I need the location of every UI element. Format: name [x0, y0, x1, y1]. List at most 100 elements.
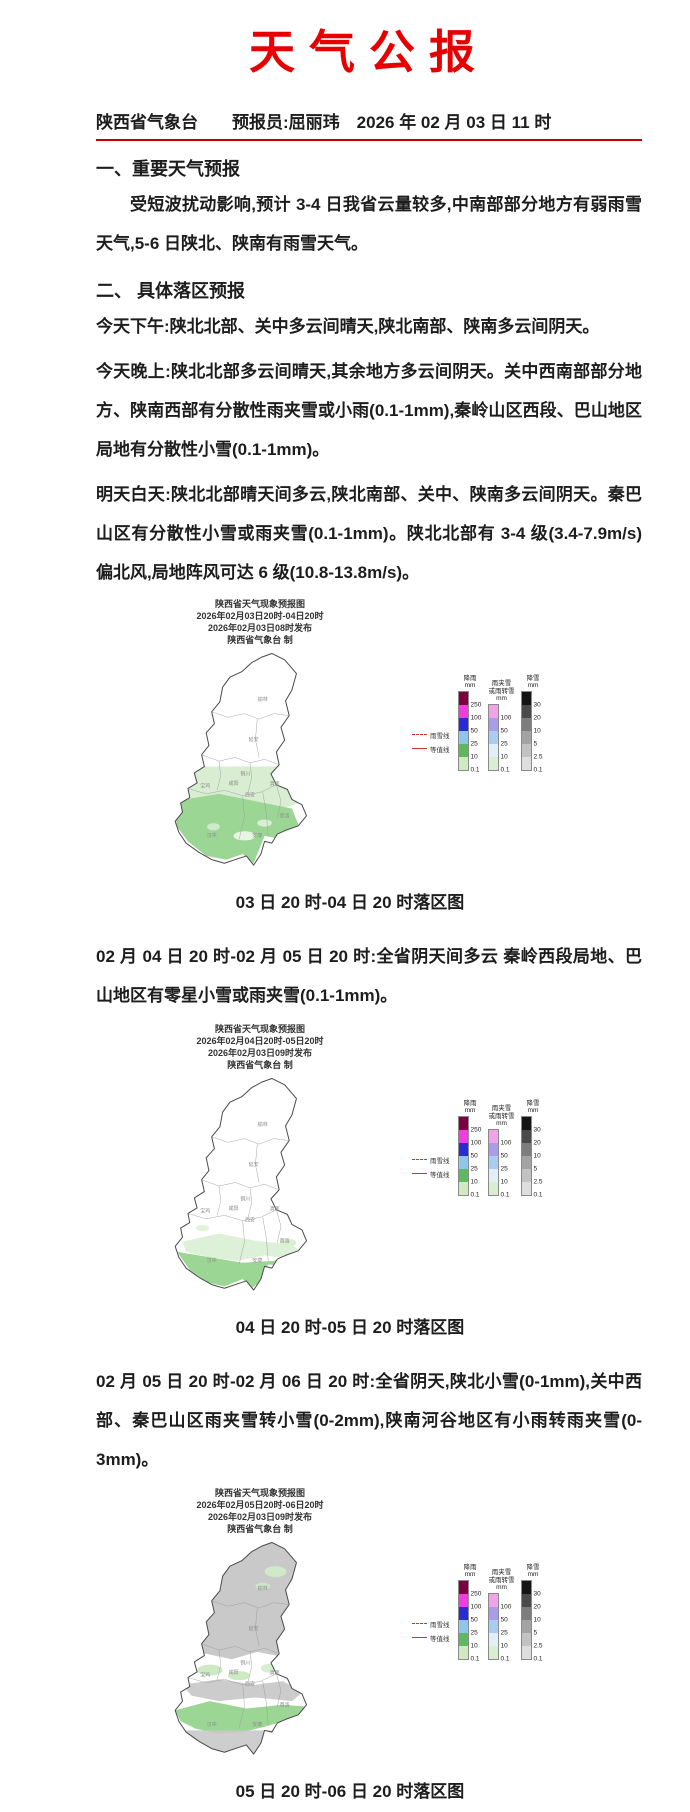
- legend-tick-label: 10: [500, 1642, 508, 1649]
- forecast-map-block-day2: 陕西省天气现象预报图 2026年02月04日20时-05日20时 2026年02…: [110, 1023, 590, 1338]
- legend-colorbar-title: 降雨 mm: [463, 1563, 477, 1579]
- legend-color-segment: [458, 1619, 468, 1633]
- page-title: 天气公报: [249, 26, 489, 78]
- legend-tick-label: 20: [533, 1139, 541, 1146]
- city-label: 渭南: [270, 781, 280, 788]
- legend-color-segment: [458, 1580, 468, 1594]
- legend-tick-label: 100: [500, 1139, 512, 1146]
- legend-line-entry: 雨雪线: [412, 1619, 450, 1629]
- legend-color-segment: [488, 1645, 498, 1659]
- legend-tick-label: 0.1: [470, 766, 480, 773]
- map-header-period: 2026年02月05日20时-06日20时: [196, 1500, 324, 1510]
- legend-tick-label: 250: [470, 1126, 482, 1133]
- legend-tick-label: 25: [500, 1629, 508, 1636]
- city-label: 汉中: [207, 1257, 217, 1264]
- city-label: 咸阳: [229, 1205, 239, 1212]
- map-caption-day1: 03 日 20 时-04 日 20 时落区图: [235, 893, 465, 912]
- legend-color-segment: [521, 1619, 531, 1633]
- legend-colorbar-snow: 降雪 mm 30 20 10 5 2.5 0.1: [520, 675, 545, 773]
- city-label: 西安: [245, 1217, 255, 1224]
- legend-tick-label: 10: [500, 1178, 508, 1185]
- precip-shading-day1: [175, 766, 300, 864]
- legend-tick-label: 0.1: [500, 1191, 510, 1198]
- map-header-agency: 陕西省气象台 制: [227, 1524, 293, 1534]
- legend-colorbar-title: 雨夹雪 或雨转雪 mm: [488, 1105, 515, 1127]
- map-header-title: 陕西省天气现象预报图: [214, 1024, 305, 1034]
- map-legend: 雨雪线 等值线 降雨 mm 250 100 50 25 10 0.1 雨夹雪 或雨转雪 mm 100 50 2…: [412, 1100, 545, 1225]
- legend-tick-label: 250: [470, 701, 482, 708]
- para-tonight: 今天晚上:陕北北部多云间晴天,其余地方多云间阴天。关中西南部部分地方、陕南西部有…: [96, 362, 642, 459]
- para-day3-forecast: 02 月 05 日 20 时-02 月 06 日 20 时:全省阴天,陕北小雪(…: [96, 1372, 642, 1469]
- para-day2-forecast: 02 月 04 日 20 时-02 月 05 日 20 时:全省阴天间多云 秦岭…: [96, 947, 642, 1005]
- city-label: 铜川: [240, 771, 250, 778]
- legend-tick-label: 0.1: [500, 766, 510, 773]
- legend-colorbar-rain: 降雨 mm 250 100 50 25 10 0.1: [457, 1563, 482, 1662]
- legend-color-segment: [521, 1181, 531, 1195]
- legend-colorbar-title: 降雪 mm: [526, 1563, 540, 1579]
- section1-heading: 一、重要天气预报: [96, 159, 240, 179]
- legend-tick-label: 250: [470, 1590, 482, 1597]
- precip-shading-day2: [177, 1224, 302, 1289]
- city-label: 咸阳: [229, 1669, 239, 1676]
- city-label: 渭南: [270, 1670, 280, 1677]
- legend-line-label: 等值线: [430, 746, 450, 754]
- legend-color-segment: [488, 756, 498, 770]
- legend-colorbar-rain: 降雨 mm 250 100 50 25 10 0.1: [457, 1100, 482, 1198]
- city-label: 安康: [252, 832, 262, 839]
- legend-colorbar-title: 降雪 mm: [526, 1099, 540, 1115]
- legend-colorbar-title: 雨夹雪 或雨转雪 mm: [488, 680, 515, 702]
- legend-tick-label: 50: [500, 1616, 508, 1623]
- legend-tick-label: 10: [470, 1178, 478, 1185]
- city-label: 宝鸡: [200, 1208, 210, 1215]
- map-header-title: 陕西省天气现象预报图: [214, 599, 305, 609]
- legend-color-segment: [521, 1116, 531, 1130]
- legend-tick-label: 100: [470, 1139, 482, 1146]
- legend-tick-label: 30: [533, 701, 541, 708]
- solid-line-icon: [412, 1173, 427, 1174]
- map-legend: 雨雪线 等值线 降雨 mm 250 100 50 25 10 0.1 雨夹雪 或雨转雪 mm 100 50 2…: [412, 675, 545, 800]
- precip-shading-day3: [175, 1542, 307, 1755]
- legend-colorbar-rain: 降雨 mm 250 100 50 25 10 0.1: [457, 675, 482, 773]
- legend-color-segment: [521, 1580, 531, 1594]
- forecast-map-block-day1: 陕西省天气现象预报图 2026年02月03日20时-04日20时 2026年02…: [110, 598, 590, 913]
- legend-tick-label: 100: [470, 1603, 482, 1610]
- legend-line-entry: 雨雪线: [412, 730, 450, 740]
- legend-color-segment: [521, 704, 531, 718]
- legend-color-segment: [458, 1632, 468, 1646]
- city-boundaries: [187, 711, 290, 840]
- important-forecast-paragraph: 受短波扰动影响,预计 3-4 日我省云量较多,中南部部分地方有弱雨雪天气,5-6…: [96, 195, 642, 253]
- legend-colorbar-snow: 降雪 mm 30 20 10 5 2.5 0.1: [520, 1099, 545, 1198]
- legend-tick-label: 25: [470, 1165, 478, 1172]
- legend-color-segment: [458, 1129, 468, 1143]
- legend-tick-label: 5: [533, 1629, 538, 1636]
- map-caption-day2: 04 日 20 时-05 日 20 时落区图: [235, 1318, 465, 1337]
- city-label: 商洛: [280, 813, 290, 820]
- legend-color-segment: [488, 1619, 498, 1633]
- legend-color-segment: [521, 691, 531, 705]
- legend-line-label: 雨雪线: [430, 1621, 450, 1629]
- city-label: 西安: [245, 792, 255, 799]
- legend-tick-label: 30: [533, 1126, 541, 1133]
- legend-color-segment: [458, 743, 468, 757]
- legend-line-label: 等值线: [430, 1635, 450, 1643]
- legend-color-segment: [458, 1593, 468, 1607]
- map-header: 陕西省天气现象预报图 2026年02月05日20时-06日20时 2026年02…: [196, 1487, 323, 1535]
- legend-color-segment: [458, 1181, 468, 1195]
- legend-color-segment: [521, 1142, 531, 1156]
- legend-color-segment: [488, 743, 498, 757]
- legend-tick-label: 2.5: [533, 753, 543, 760]
- legend-colorbar-sleet: 雨夹雪 或雨转雪 mm 100 50 25 10 0.1: [487, 1569, 515, 1662]
- legend-tick-label: 25: [500, 1165, 508, 1172]
- legend-tick-label: 20: [533, 714, 541, 721]
- legend-color-segment: [488, 717, 498, 731]
- section2-heading: 二、 具体落区预报: [96, 281, 246, 301]
- legend-color-segment: [488, 1129, 498, 1143]
- legend-color-segment: [458, 717, 468, 731]
- para-tomorrow-day: 明天白天:陕北北部晴天间多云,陕北南部、关中、陕南多云间阴天。秦巴山区有分散性小…: [96, 485, 642, 582]
- legend-color-segment: [488, 704, 498, 718]
- legend-color-segment: [458, 691, 468, 705]
